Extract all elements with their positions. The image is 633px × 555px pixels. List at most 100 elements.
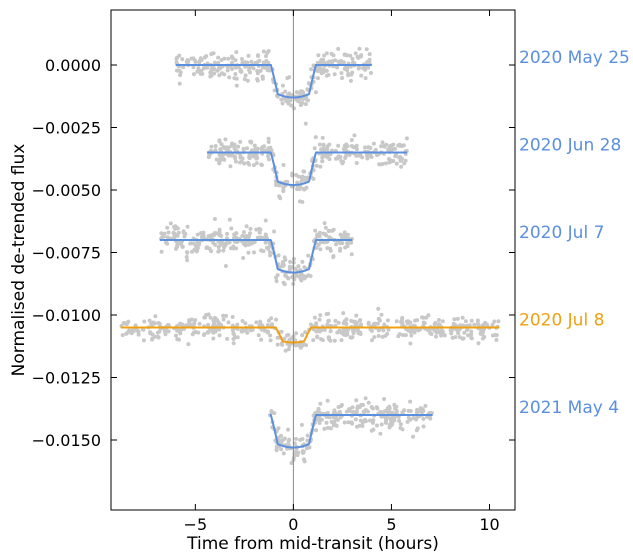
data-point — [251, 240, 256, 245]
data-point — [384, 408, 389, 413]
data-point — [281, 162, 286, 167]
data-point — [255, 71, 260, 76]
data-point — [408, 341, 413, 346]
y-tick-label: −0.0150 — [32, 431, 101, 450]
data-point — [371, 141, 376, 146]
data-point — [421, 320, 426, 325]
data-point — [301, 449, 305, 454]
data-point — [235, 335, 240, 340]
data-point — [494, 333, 499, 338]
data-point — [177, 322, 182, 327]
data-point — [254, 156, 259, 161]
data-point — [222, 157, 227, 162]
data-point — [225, 336, 230, 341]
data-point — [303, 121, 308, 126]
model-line — [207, 151, 408, 186]
data-point — [494, 337, 499, 342]
data-point — [297, 199, 302, 204]
data-point — [120, 333, 125, 338]
data-point — [192, 72, 196, 77]
data-point — [156, 335, 161, 340]
data-point — [460, 315, 465, 320]
data-point — [258, 227, 263, 232]
data-point — [378, 409, 383, 414]
data-point — [317, 418, 322, 423]
data-point — [213, 315, 218, 320]
data-point — [162, 231, 167, 236]
data-point — [291, 256, 296, 261]
data-point — [303, 102, 308, 107]
data-point — [306, 98, 311, 103]
data-point — [475, 318, 480, 323]
data-point — [164, 240, 169, 245]
data-point — [460, 336, 465, 341]
data-point — [400, 332, 405, 337]
data-point — [259, 163, 264, 168]
data-point — [193, 318, 198, 323]
data-point — [244, 224, 249, 229]
data-point — [294, 331, 299, 336]
data-point — [345, 328, 350, 333]
data-point — [266, 147, 271, 152]
data-point — [342, 144, 347, 149]
data-point — [233, 58, 238, 63]
data-point — [234, 83, 239, 88]
data-point — [316, 406, 321, 411]
data-point — [354, 398, 359, 403]
data-point — [173, 226, 178, 231]
data-point — [234, 50, 239, 55]
data-point — [217, 333, 222, 338]
data-point — [236, 144, 241, 149]
data-point — [322, 221, 327, 226]
data-point — [194, 249, 199, 254]
data-point — [390, 419, 395, 424]
data-point — [349, 252, 354, 257]
data-point — [254, 161, 259, 166]
data-point — [213, 143, 218, 148]
data-point — [283, 179, 288, 184]
data-point — [177, 81, 182, 86]
data-point — [411, 434, 416, 439]
data-point — [376, 306, 381, 311]
data-point — [317, 142, 322, 147]
data-point — [318, 247, 323, 252]
data-point — [355, 406, 360, 411]
data-point — [276, 426, 281, 431]
data-point — [254, 320, 259, 325]
data-point — [379, 422, 384, 427]
data-point — [231, 331, 236, 336]
x-tick-label: 5 — [386, 515, 396, 534]
data-point — [259, 248, 264, 253]
data-point — [206, 330, 211, 335]
data-point — [263, 328, 268, 333]
x-axis-title: Time from mid-transit (hours) — [186, 534, 439, 554]
data-point — [339, 338, 344, 343]
data-point — [247, 156, 252, 161]
data-point — [347, 152, 352, 157]
data-point — [175, 233, 180, 238]
data-point — [289, 461, 294, 466]
data-point — [159, 249, 164, 254]
data-point — [181, 65, 186, 70]
data-point — [233, 156, 238, 161]
data-point — [243, 321, 248, 326]
data-point — [219, 233, 224, 238]
data-point — [229, 153, 234, 158]
data-point — [434, 334, 439, 339]
data-point — [217, 139, 222, 144]
data-point — [268, 338, 273, 343]
data-point — [316, 53, 321, 58]
data-point — [298, 277, 303, 282]
data-point — [296, 343, 301, 348]
data-point — [321, 146, 326, 151]
data-point — [335, 156, 340, 161]
data-point — [356, 153, 361, 158]
data-point — [364, 47, 369, 52]
data-point — [280, 438, 285, 443]
data-point — [184, 254, 189, 259]
data-point — [337, 59, 342, 64]
data-point — [133, 323, 138, 328]
data-point — [300, 259, 305, 264]
data-point — [241, 230, 246, 235]
data-point — [274, 317, 278, 322]
